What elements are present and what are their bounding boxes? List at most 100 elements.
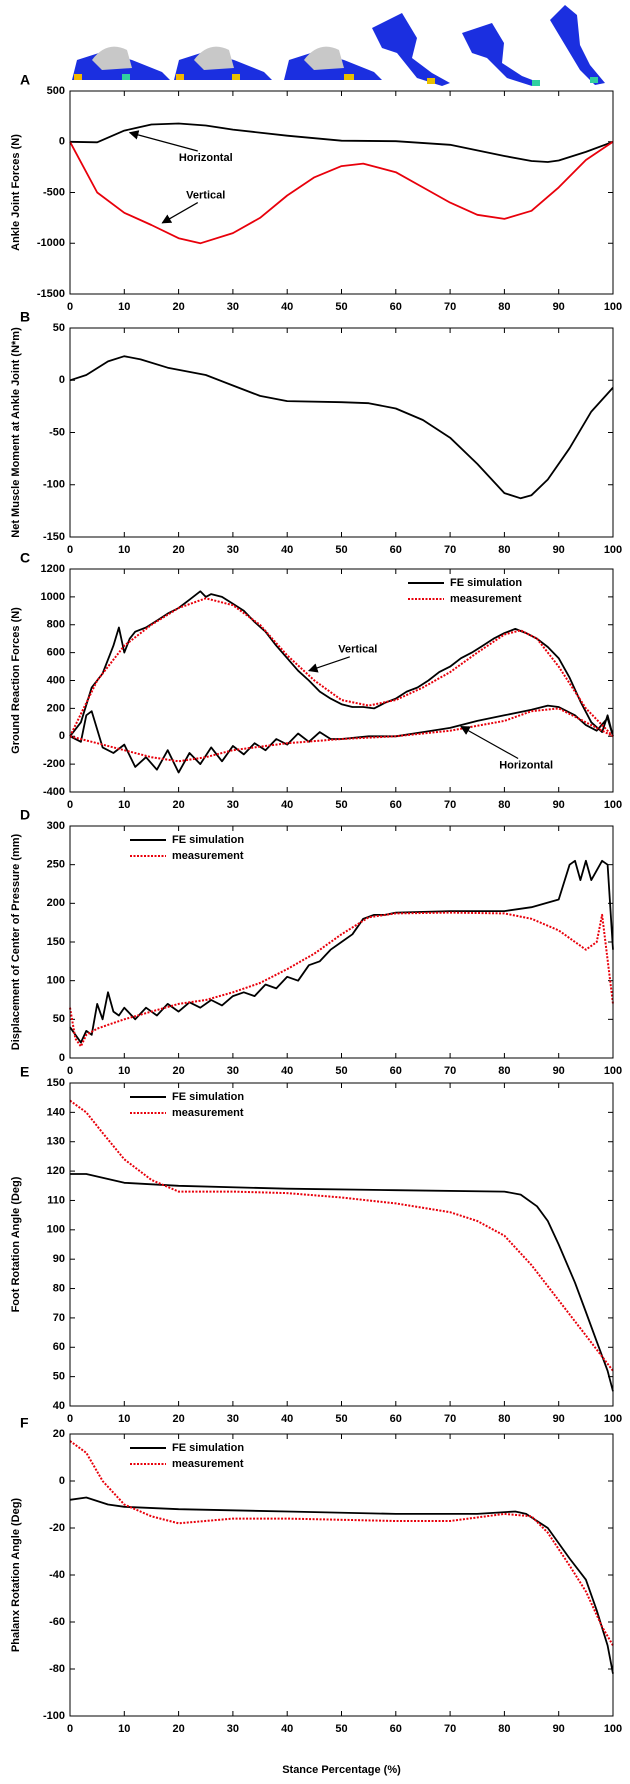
y-tick-label: 50	[53, 1013, 65, 1025]
legend-label: measurement	[172, 1458, 244, 1470]
x-tick-label: 60	[390, 1065, 402, 1077]
plot-frame	[69, 1082, 614, 1407]
x-tick-label: 10	[118, 1723, 130, 1735]
x-tick-label: 90	[553, 799, 565, 811]
y-tick-label: -40	[49, 1569, 65, 1581]
panel-label: A	[20, 72, 30, 88]
x-tick-label: 60	[390, 544, 402, 556]
panel-label: D	[20, 807, 30, 823]
x-tick-label: 80	[498, 1723, 510, 1735]
x-tick-label: 10	[118, 301, 130, 313]
annotation-arrow	[308, 656, 350, 673]
annotation-arrow	[460, 725, 519, 760]
series-line	[69, 355, 614, 500]
plot-frame	[69, 90, 614, 295]
series-line	[69, 597, 614, 763]
x-tick-label: 30	[227, 1413, 239, 1425]
x-tick-label: 50	[335, 1413, 347, 1425]
y-tick-label: 20	[53, 1428, 65, 1440]
x-tick-label: 90	[553, 1413, 565, 1425]
y-axis-label: Displacement of Center of Pressure (mm)	[10, 833, 22, 1050]
x-tick-label: 0	[67, 1065, 73, 1077]
y-tick-label: 100	[47, 975, 65, 987]
y-tick-label: 0	[59, 1475, 65, 1487]
plot-frame	[69, 1433, 614, 1717]
x-tick-label: 20	[172, 1723, 184, 1735]
y-tick-label: -1500	[37, 288, 65, 300]
legend-label: measurement	[172, 1107, 244, 1119]
x-tick-label: 80	[498, 301, 510, 313]
y-axis-label: Ground Reaction Forces (N)	[10, 607, 22, 754]
y-tick-label: 60	[53, 1341, 65, 1353]
x-tick-label: 40	[281, 1065, 293, 1077]
x-tick-label: 80	[498, 544, 510, 556]
annotation-arrow	[128, 130, 198, 152]
x-tick-label: 50	[335, 301, 347, 313]
x-tick-label: 60	[390, 1723, 402, 1735]
y-tick-label: -100	[43, 479, 65, 491]
x-tick-label: 10	[118, 1413, 130, 1425]
panel-label: E	[20, 1064, 29, 1080]
y-tick-label: 400	[47, 674, 65, 686]
x-tick-label: 60	[390, 1413, 402, 1425]
y-tick-label: 140	[47, 1106, 65, 1118]
x-tick-label: 30	[227, 301, 239, 313]
x-tick-label: 30	[227, 799, 239, 811]
x-tick-label: 100	[604, 1065, 622, 1077]
x-tick-label: 10	[118, 544, 130, 556]
x-tick-label: 100	[604, 544, 622, 556]
y-tick-label: -50	[49, 426, 65, 438]
x-tick-label: 100	[604, 301, 622, 313]
y-tick-label: 110	[47, 1194, 65, 1206]
plot-frame	[69, 568, 614, 793]
x-tick-label: 50	[335, 1723, 347, 1735]
x-tick-label: 40	[281, 544, 293, 556]
y-tick-label: 0	[59, 730, 65, 742]
legend-label: FE simulation	[172, 1091, 244, 1103]
y-tick-label: 500	[47, 85, 65, 97]
y-tick-label: 150	[47, 1077, 65, 1089]
y-tick-label: 100	[47, 1224, 65, 1236]
y-tick-label: 200	[47, 702, 65, 714]
x-tick-label: 70	[444, 301, 456, 313]
legend-label: FE simulation	[450, 577, 522, 589]
x-tick-label: 50	[335, 1065, 347, 1077]
y-tick-label: 70	[53, 1312, 65, 1324]
y-tick-label: 150	[47, 936, 65, 948]
y-tick-label: 1000	[41, 591, 65, 603]
x-tick-label: 40	[281, 1723, 293, 1735]
legend-label: measurement	[450, 593, 522, 605]
series-line	[69, 590, 614, 774]
x-tick-label: 60	[390, 799, 402, 811]
x-tick-label: 10	[118, 799, 130, 811]
series-line	[69, 1496, 614, 1674]
x-tick-label: 0	[67, 544, 73, 556]
foot-model	[174, 46, 272, 80]
y-tick-label: -400	[43, 786, 65, 798]
annotation-arrow	[161, 202, 199, 224]
x-tick-label: 100	[604, 799, 622, 811]
plot-frame	[69, 825, 614, 1059]
foot-illustrations	[72, 5, 605, 86]
x-tick-label: 90	[553, 544, 565, 556]
y-tick-label: -200	[43, 758, 65, 770]
y-axis-label: Ankle Joint Forces (N)	[10, 134, 22, 251]
x-tick-label: 70	[444, 799, 456, 811]
series-line	[69, 911, 614, 1048]
x-tick-label: 70	[444, 544, 456, 556]
x-tick-label: 100	[604, 1413, 622, 1425]
y-tick-label: 0	[59, 136, 65, 148]
panel-label: F	[20, 1415, 29, 1431]
x-tick-label: 20	[172, 544, 184, 556]
foot-model	[462, 23, 540, 86]
panel-label: B	[20, 309, 30, 325]
series-line	[69, 141, 614, 245]
y-tick-label: 800	[47, 619, 65, 631]
x-tick-label: 30	[227, 1723, 239, 1735]
x-tick-label: 70	[444, 1065, 456, 1077]
y-axis-label: Foot Rotation Angle (Deg)	[10, 1176, 22, 1312]
x-tick-label: 40	[281, 799, 293, 811]
series-line	[70, 1173, 614, 1392]
